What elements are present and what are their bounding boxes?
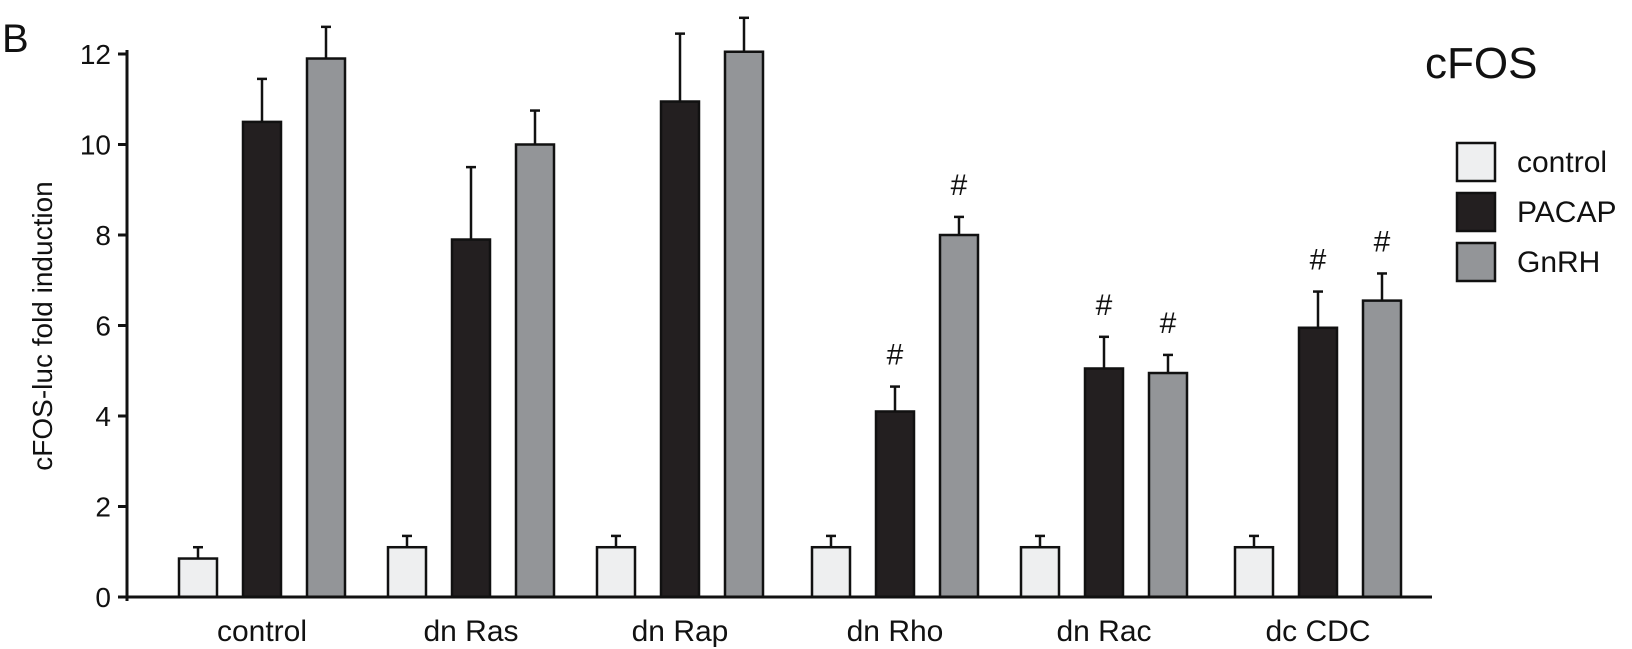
x-tick-label: dn Rap (632, 615, 729, 648)
legend-swatch (1455, 191, 1497, 233)
x-tick-label: dn Rho (847, 615, 944, 648)
y-tick-label: 0 (95, 582, 111, 613)
bar (723, 50, 765, 599)
legend-label: GnRH (1517, 246, 1600, 279)
x-tick-label: dn Rac (1056, 615, 1151, 648)
bar (1233, 545, 1275, 599)
chart-title: cFOS (1425, 39, 1537, 88)
error-bars-layer (193, 16, 1387, 559)
x-tick-label: control (217, 615, 307, 648)
bar (659, 100, 701, 599)
legend-swatch (1455, 141, 1497, 183)
bar (1147, 371, 1189, 599)
bar (595, 545, 637, 599)
y-axis-label: cFOS-luc fold induction (27, 181, 58, 470)
bar (386, 545, 428, 599)
bar (1361, 299, 1403, 599)
bar (177, 557, 219, 599)
bar (514, 143, 556, 599)
y-tick-label: 6 (95, 311, 111, 342)
y-tick-label: 2 (95, 492, 111, 523)
significance-marker: # (951, 169, 968, 202)
x-tick-label: dn Ras (423, 615, 518, 648)
bar (1297, 326, 1339, 599)
panel-label: B (2, 17, 29, 61)
significance-marker: # (1160, 307, 1177, 340)
axes: 0 2 4 6 8 10 12 control dn Ras dn Rap dn Rho dn Rac… (80, 39, 1432, 648)
significance-marker: # (1096, 289, 1113, 322)
bar (874, 410, 916, 599)
y-tick-label: 8 (95, 220, 111, 251)
bar (1019, 545, 1061, 599)
bar (938, 233, 980, 599)
y-tick-label: 4 (95, 401, 111, 432)
legend-swatch (1455, 241, 1497, 283)
legend-label: control (1517, 146, 1607, 179)
significance-marker: # (1374, 225, 1391, 258)
significance-marker: # (1310, 244, 1327, 277)
y-tick-label: 12 (80, 39, 111, 70)
bar (1083, 367, 1125, 599)
x-tick-label: dc CDC (1265, 615, 1370, 648)
bar (305, 57, 347, 599)
significance-markers-layer: # # # # # # (887, 169, 1391, 372)
bars-layer (177, 50, 1403, 599)
bar (241, 120, 283, 599)
bar (450, 238, 492, 599)
legend: control PACAP GnRH (1455, 141, 1616, 283)
y-tick-label: 10 (80, 130, 111, 161)
significance-marker: # (887, 339, 904, 372)
legend-label: PACAP (1517, 196, 1616, 229)
bar (810, 545, 852, 599)
